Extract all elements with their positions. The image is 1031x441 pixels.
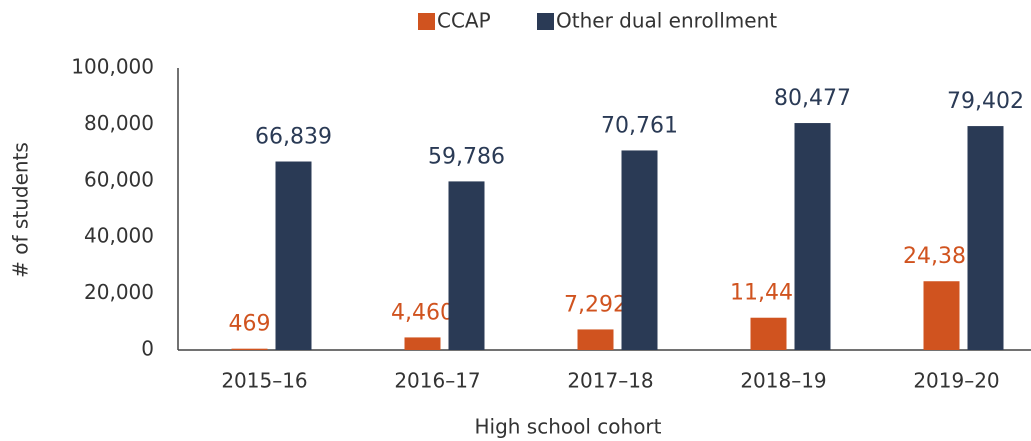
y-tick-label: 20,000 [84, 280, 154, 304]
y-tick-label: 40,000 [84, 224, 154, 248]
x-tick-label: 2017–18 [567, 369, 653, 393]
x-tick-label: 2019–20 [913, 369, 999, 393]
x-tick-label: 2015–16 [221, 369, 307, 393]
value-label: 469 [229, 312, 271, 337]
value-label: 11,446 [730, 281, 807, 306]
bar [621, 150, 658, 350]
bar [448, 181, 485, 350]
legend-swatch [537, 13, 554, 30]
legend-label: Other dual enrollment [556, 9, 777, 33]
y-tick-label: 80,000 [84, 111, 154, 135]
bar [750, 317, 787, 350]
value-label: 66,839 [255, 125, 332, 150]
y-tick-label: 0 [141, 337, 154, 361]
bar [577, 329, 614, 350]
x-tick-label: 2018–19 [740, 369, 826, 393]
bar [231, 348, 268, 350]
x-axis-label: High school cohort [474, 415, 661, 439]
legend-label: CCAP [437, 9, 491, 33]
y-axis-label: # of students [9, 142, 33, 278]
value-label: 70,761 [601, 113, 678, 138]
value-label: 4,460 [391, 300, 454, 325]
y-tick-label: 100,000 [71, 55, 154, 79]
x-tick-label: 2016–17 [394, 369, 480, 393]
bar [967, 126, 1004, 350]
y-tick-label: 60,000 [84, 167, 154, 191]
bar [275, 161, 312, 350]
value-label: 7,292 [564, 292, 627, 317]
bar [923, 281, 960, 350]
legend-swatch [418, 13, 435, 30]
value-label: 79,402 [947, 89, 1024, 114]
value-label: 80,477 [774, 86, 851, 111]
value-label: 59,786 [428, 144, 505, 169]
bar [794, 123, 831, 350]
value-label: 24,382 [903, 244, 980, 269]
bar [404, 337, 441, 350]
